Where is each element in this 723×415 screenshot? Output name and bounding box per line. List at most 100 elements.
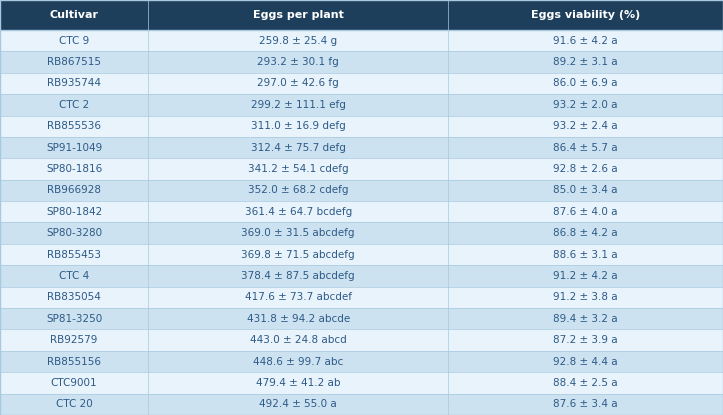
Bar bbox=[0, 94, 148, 115]
Bar bbox=[0, 244, 148, 265]
Text: 259.8 ± 25.4 g: 259.8 ± 25.4 g bbox=[259, 36, 338, 46]
Text: 88.4 ± 2.5 a: 88.4 ± 2.5 a bbox=[553, 378, 618, 388]
Bar bbox=[148, 393, 448, 415]
Text: Eggs viability (%): Eggs viability (%) bbox=[531, 10, 641, 20]
Bar bbox=[448, 372, 723, 393]
Bar bbox=[448, 308, 723, 330]
Bar bbox=[148, 201, 448, 222]
Text: 87.6 ± 4.0 a: 87.6 ± 4.0 a bbox=[553, 207, 618, 217]
Text: RB935744: RB935744 bbox=[47, 78, 101, 88]
Text: 341.2 ± 54.1 cdefg: 341.2 ± 54.1 cdefg bbox=[248, 164, 348, 174]
Bar bbox=[448, 51, 723, 73]
Text: SP91-1049: SP91-1049 bbox=[46, 143, 102, 153]
Bar bbox=[148, 351, 448, 372]
Bar bbox=[148, 244, 448, 265]
Text: 86.8 ± 4.2 a: 86.8 ± 4.2 a bbox=[553, 228, 618, 238]
Text: Eggs per plant: Eggs per plant bbox=[253, 10, 343, 20]
Text: 87.2 ± 3.9 a: 87.2 ± 3.9 a bbox=[553, 335, 618, 345]
Bar bbox=[448, 73, 723, 94]
Text: 91.2 ± 4.2 a: 91.2 ± 4.2 a bbox=[553, 271, 618, 281]
Bar bbox=[448, 137, 723, 159]
Bar bbox=[0, 201, 148, 222]
Text: CTC 2: CTC 2 bbox=[59, 100, 89, 110]
Bar bbox=[148, 51, 448, 73]
Bar bbox=[148, 137, 448, 159]
Bar bbox=[0, 330, 148, 351]
Text: 92.8 ± 4.4 a: 92.8 ± 4.4 a bbox=[553, 356, 618, 366]
Bar bbox=[448, 330, 723, 351]
Bar bbox=[448, 94, 723, 115]
Text: 88.6 ± 3.1 a: 88.6 ± 3.1 a bbox=[553, 249, 618, 260]
Text: 293.2 ± 30.1 fg: 293.2 ± 30.1 fg bbox=[257, 57, 339, 67]
Text: 299.2 ± 111.1 efg: 299.2 ± 111.1 efg bbox=[251, 100, 346, 110]
Text: CTC 4: CTC 4 bbox=[59, 271, 89, 281]
Text: SP80-1816: SP80-1816 bbox=[46, 164, 102, 174]
Text: RB966928: RB966928 bbox=[47, 186, 101, 195]
Text: 87.6 ± 3.4 a: 87.6 ± 3.4 a bbox=[553, 399, 618, 409]
Text: RB835054: RB835054 bbox=[47, 292, 101, 303]
Text: 92.8 ± 2.6 a: 92.8 ± 2.6 a bbox=[553, 164, 618, 174]
Text: 369.8 ± 71.5 abcdefg: 369.8 ± 71.5 abcdefg bbox=[241, 249, 355, 260]
Bar bbox=[0, 287, 148, 308]
Bar bbox=[448, 351, 723, 372]
Bar bbox=[448, 115, 723, 137]
Bar bbox=[148, 94, 448, 115]
Text: 448.6 ± 99.7 abc: 448.6 ± 99.7 abc bbox=[253, 356, 343, 366]
Bar bbox=[148, 73, 448, 94]
Bar bbox=[448, 265, 723, 287]
Text: 297.0 ± 42.6 fg: 297.0 ± 42.6 fg bbox=[257, 78, 339, 88]
Text: 89.2 ± 3.1 a: 89.2 ± 3.1 a bbox=[553, 57, 618, 67]
Bar bbox=[0, 308, 148, 330]
Bar bbox=[0, 115, 148, 137]
Text: 492.4 ± 55.0 a: 492.4 ± 55.0 a bbox=[260, 399, 337, 409]
Bar bbox=[448, 393, 723, 415]
Bar bbox=[448, 244, 723, 265]
Bar bbox=[148, 180, 448, 201]
Text: 431.8 ± 94.2 abcde: 431.8 ± 94.2 abcde bbox=[247, 314, 350, 324]
Text: SP80-3280: SP80-3280 bbox=[46, 228, 102, 238]
Bar bbox=[0, 137, 148, 159]
Text: CTC9001: CTC9001 bbox=[51, 378, 98, 388]
Text: 91.2 ± 3.8 a: 91.2 ± 3.8 a bbox=[553, 292, 618, 303]
Bar bbox=[148, 222, 448, 244]
Text: 443.0 ± 24.8 abcd: 443.0 ± 24.8 abcd bbox=[250, 335, 346, 345]
Text: RB867515: RB867515 bbox=[47, 57, 101, 67]
Text: CTC 9: CTC 9 bbox=[59, 36, 89, 46]
Bar bbox=[148, 287, 448, 308]
Bar bbox=[0, 265, 148, 287]
Text: RB855453: RB855453 bbox=[47, 249, 101, 260]
Bar bbox=[148, 372, 448, 393]
Bar bbox=[0, 159, 148, 180]
Bar bbox=[448, 201, 723, 222]
Bar bbox=[148, 0, 448, 30]
Text: 311.0 ± 16.9 defg: 311.0 ± 16.9 defg bbox=[251, 121, 346, 131]
Text: RB855156: RB855156 bbox=[47, 356, 101, 366]
Text: 86.4 ± 5.7 a: 86.4 ± 5.7 a bbox=[553, 143, 618, 153]
Text: 352.0 ± 68.2 cdefg: 352.0 ± 68.2 cdefg bbox=[248, 186, 348, 195]
Text: Cultivar: Cultivar bbox=[50, 10, 98, 20]
Text: 86.0 ± 6.9 a: 86.0 ± 6.9 a bbox=[553, 78, 618, 88]
Text: SP80-1842: SP80-1842 bbox=[46, 207, 102, 217]
Bar bbox=[148, 265, 448, 287]
Bar bbox=[0, 372, 148, 393]
Bar bbox=[448, 159, 723, 180]
Bar bbox=[0, 30, 148, 51]
Bar bbox=[448, 0, 723, 30]
Bar bbox=[148, 308, 448, 330]
Bar bbox=[148, 115, 448, 137]
Bar bbox=[148, 330, 448, 351]
Text: RB855536: RB855536 bbox=[47, 121, 101, 131]
Text: 91.6 ± 4.2 a: 91.6 ± 4.2 a bbox=[553, 36, 618, 46]
Bar bbox=[448, 30, 723, 51]
Text: CTC 20: CTC 20 bbox=[56, 399, 93, 409]
Text: RB92579: RB92579 bbox=[51, 335, 98, 345]
Bar bbox=[0, 180, 148, 201]
Text: 361.4 ± 64.7 bcdefg: 361.4 ± 64.7 bcdefg bbox=[244, 207, 352, 217]
Bar bbox=[0, 351, 148, 372]
Bar bbox=[0, 51, 148, 73]
Text: 312.4 ± 75.7 defg: 312.4 ± 75.7 defg bbox=[251, 143, 346, 153]
Text: 479.4 ± 41.2 ab: 479.4 ± 41.2 ab bbox=[256, 378, 341, 388]
Bar bbox=[448, 222, 723, 244]
Text: 378.4 ± 87.5 abcdefg: 378.4 ± 87.5 abcdefg bbox=[241, 271, 355, 281]
Text: 369.0 ± 31.5 abcdefg: 369.0 ± 31.5 abcdefg bbox=[241, 228, 355, 238]
